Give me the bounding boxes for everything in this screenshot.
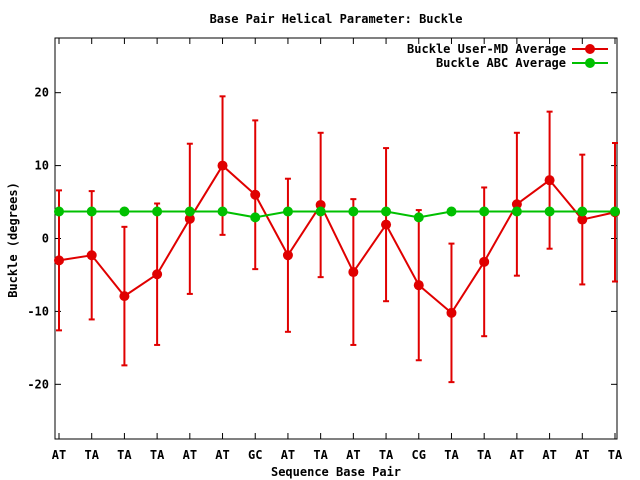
series-line-user-md [58, 164, 616, 315]
data-point-abc [381, 206, 392, 217]
series-line-abc [59, 210, 615, 219]
data-point-user-md [577, 214, 588, 225]
x-tick-label: CG [412, 448, 426, 462]
data-point-user-md [446, 307, 457, 318]
data-point-user-md [282, 250, 293, 261]
data-point-user-md [413, 280, 424, 291]
data-point-abc [610, 206, 620, 217]
y-tick-label: 10 [35, 159, 49, 173]
x-tick-label: AT [52, 448, 66, 462]
legend-entry-label: Buckle ABC Average [436, 56, 566, 70]
data-point-abc [152, 206, 163, 217]
legend-entry-label: Buckle User-MD Average [407, 42, 566, 56]
x-tick-label: TA [477, 448, 492, 462]
data-point-abc [282, 206, 293, 217]
x-tick-label: TA [608, 448, 623, 462]
y-tick-label: 20 [35, 86, 49, 100]
series-layer [54, 95, 620, 384]
x-tick-label: TA [313, 448, 328, 462]
x-axis-label: Sequence Base Pair [271, 465, 401, 479]
y-tick-label: 0 [42, 232, 49, 246]
x-tick-label: TA [117, 448, 132, 462]
y-axis-label: Buckle (degrees) [6, 182, 20, 298]
x-tick-label: TA [379, 448, 394, 462]
x-tick-label: AT [575, 448, 589, 462]
data-point-abc [86, 206, 97, 217]
chart-title: Base Pair Helical Parameter: Buckle [210, 12, 463, 26]
x-tick-label: TA [84, 448, 99, 462]
x-tick-label: AT [346, 448, 360, 462]
data-point-abc [315, 206, 326, 217]
data-point-abc [413, 212, 424, 223]
x-tick-label: AT [215, 448, 229, 462]
data-point-abc [446, 206, 457, 217]
data-point-user-md [86, 250, 97, 261]
x-tick-label: AT [510, 448, 524, 462]
data-point-user-md [511, 199, 522, 210]
data-point-user-md [119, 291, 130, 302]
y-tick-label: -10 [27, 304, 49, 318]
data-point-abc [54, 206, 64, 217]
data-point-user-md [217, 160, 228, 171]
x-tick-label: TA [444, 448, 459, 462]
data-point-abc [544, 206, 555, 217]
x-tick-label: AT [542, 448, 556, 462]
data-point-abc [577, 206, 588, 217]
data-point-user-md [381, 219, 392, 230]
x-ticks: AT TA TA TA AT AT GC AT TA AT TA CG TA TA AT AT AT TA [52, 38, 623, 462]
data-point-user-md [184, 213, 195, 224]
data-point-abc [119, 206, 130, 217]
data-point-abc [511, 206, 522, 217]
x-tick-label: GC [248, 448, 262, 462]
data-point-abc [184, 206, 195, 217]
data-point-abc [479, 206, 490, 217]
legend-entry-marker [585, 58, 595, 68]
y-ticks: -20 -10 0 10 20 [27, 86, 617, 391]
data-point-user-md [544, 175, 555, 186]
data-point-user-md [250, 189, 261, 200]
data-point-user-md [348, 267, 359, 278]
data-point-user-md [152, 269, 163, 280]
x-tick-label: AT [183, 448, 197, 462]
x-tick-label: AT [281, 448, 295, 462]
x-tick-label: TA [150, 448, 165, 462]
data-point-abc [217, 206, 228, 217]
y-tick-label: -20 [27, 377, 49, 391]
legend-entry-marker [585, 44, 595, 54]
data-point-abc [250, 212, 261, 223]
data-point-user-md [54, 255, 64, 266]
data-point-user-md [479, 256, 490, 267]
data-point-abc [348, 206, 359, 217]
